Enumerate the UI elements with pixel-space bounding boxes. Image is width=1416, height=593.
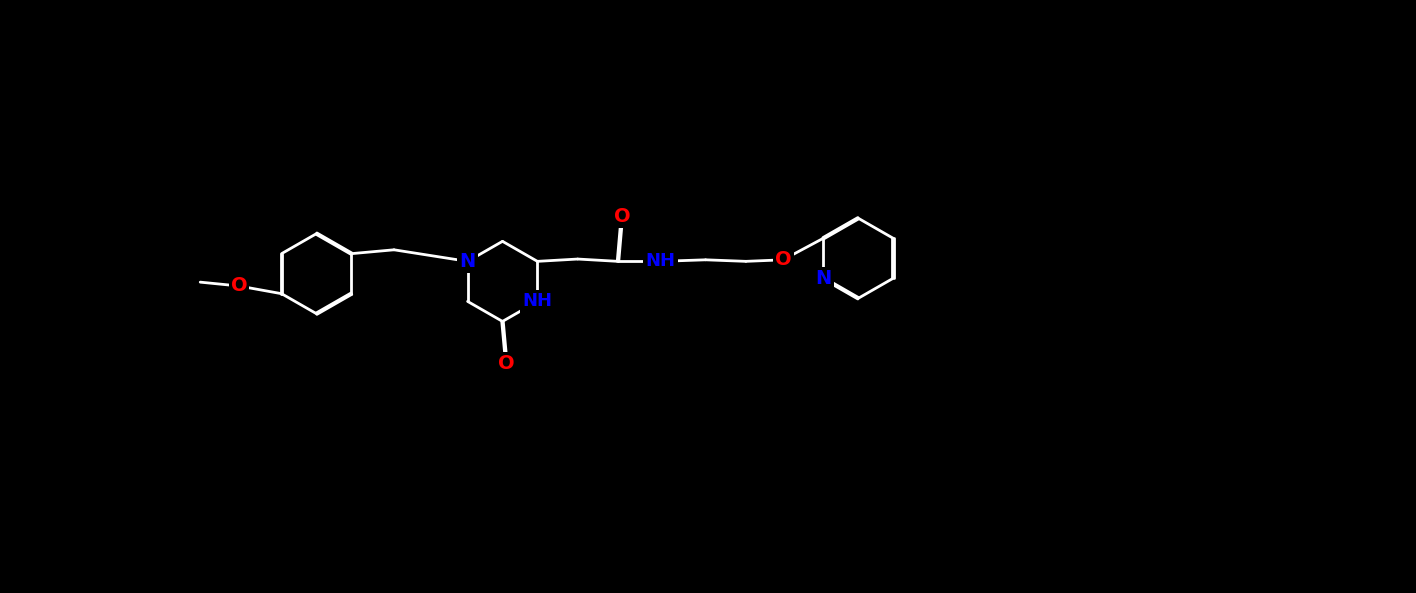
- Text: NH: NH: [523, 292, 552, 310]
- Text: N: N: [816, 269, 831, 288]
- Text: N: N: [459, 252, 476, 271]
- Text: O: O: [613, 207, 630, 226]
- Text: NH: NH: [646, 253, 675, 270]
- Text: O: O: [775, 250, 792, 269]
- Text: O: O: [231, 276, 248, 295]
- Text: O: O: [498, 354, 514, 373]
